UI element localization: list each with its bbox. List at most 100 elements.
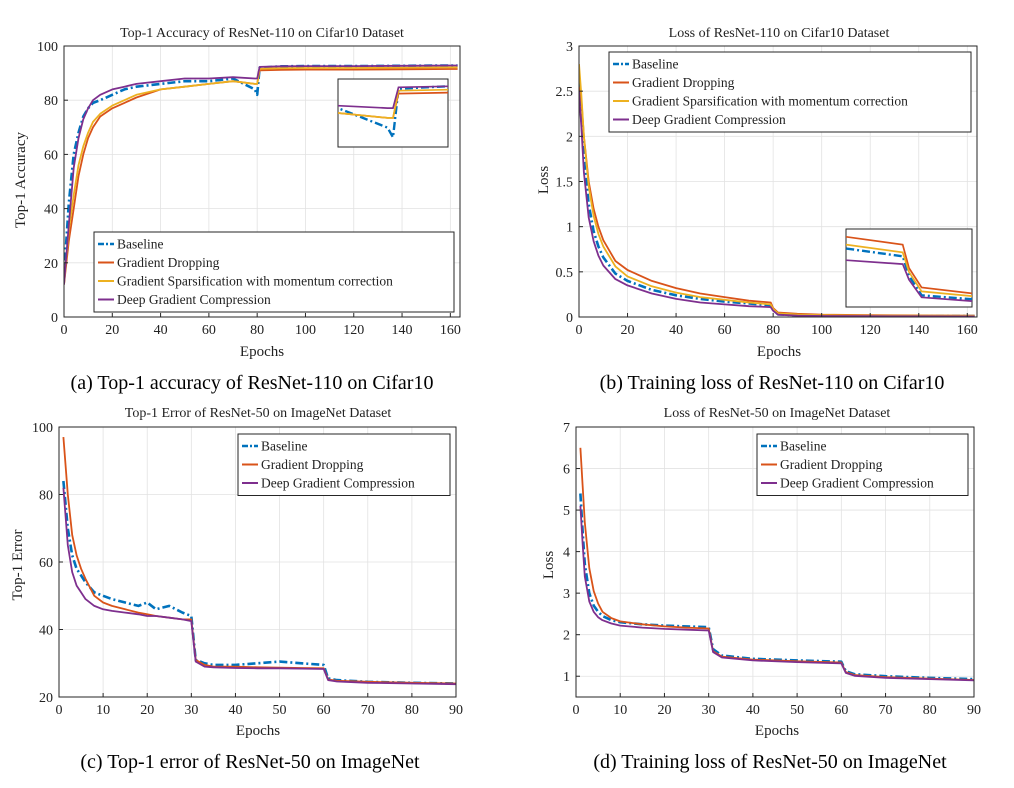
chart-a-caption: (a) Top-1 accuracy of ResNet-110 on Cifa… bbox=[71, 372, 434, 394]
x-tick-label: 10 bbox=[96, 703, 110, 718]
y-tick-label: 2.5 bbox=[556, 85, 574, 100]
chart-a: Top-1 Accuracy of ResNet-110 on Cifar10 … bbox=[13, 26, 461, 394]
x-tick-label: 40 bbox=[228, 703, 242, 718]
x-tick-label: 30 bbox=[702, 703, 716, 718]
x-tick-label: 20 bbox=[657, 703, 671, 718]
series-line-deep_gradient_compression bbox=[579, 505, 974, 682]
chart-d-title: Loss of ResNet-50 on ImageNet Dataset bbox=[664, 406, 891, 421]
x-tick-label: 0 bbox=[573, 703, 580, 718]
y-tick-label: 0 bbox=[566, 311, 573, 326]
x-tick-label: 90 bbox=[967, 703, 981, 718]
y-tick-label: 2 bbox=[563, 629, 570, 644]
series-line-gradient_sparsification bbox=[64, 66, 458, 285]
legend-label-gradient_dropping: Gradient Dropping bbox=[261, 457, 364, 472]
x-tick-label: 20 bbox=[621, 323, 635, 338]
chart-c-title: Top-1 Error of ResNet-50 on ImageNet Dat… bbox=[125, 406, 392, 421]
chart-a-ylabel: Top-1 Accuracy bbox=[13, 132, 29, 228]
x-tick-label: 70 bbox=[361, 703, 375, 718]
x-tick-label: 40 bbox=[154, 323, 168, 338]
axes-box bbox=[575, 426, 975, 698]
legend-label-gradient_dropping: Gradient Dropping bbox=[117, 255, 220, 270]
x-tick-label: 140 bbox=[392, 323, 413, 338]
legend-label-deep_gradient_compression: Deep Gradient Compression bbox=[632, 112, 786, 127]
legend-box bbox=[93, 231, 455, 313]
x-tick-label: 0 bbox=[56, 703, 63, 718]
x-tick-label: 60 bbox=[202, 323, 216, 338]
x-tick-label: 160 bbox=[957, 323, 978, 338]
y-tick-label: 4 bbox=[563, 546, 570, 561]
y-tick-label: 1.5 bbox=[556, 176, 574, 191]
y-tick-label: 80 bbox=[39, 489, 53, 504]
x-tick-label: 0 bbox=[61, 323, 68, 338]
x-tick-label: 20 bbox=[140, 703, 154, 718]
chart-c-xlabel: Epochs bbox=[236, 723, 280, 739]
series-line-baseline bbox=[579, 82, 975, 317]
series-line-baseline bbox=[62, 480, 456, 685]
y-tick-label: 0.5 bbox=[556, 266, 574, 281]
chart-b-title: Loss of ResNet-110 on Cifar10 Dataset bbox=[669, 26, 890, 41]
x-tick-label: 20 bbox=[105, 323, 119, 338]
legend-box bbox=[237, 433, 451, 496]
x-tick-label: 80 bbox=[405, 703, 419, 718]
x-tick-label: 80 bbox=[766, 323, 780, 338]
x-tick-label: 50 bbox=[790, 703, 804, 718]
y-tick-label: 60 bbox=[44, 148, 58, 163]
legend-label-baseline: Baseline bbox=[261, 439, 308, 454]
chart-d-caption: (d) Training loss of ResNet-50 on ImageN… bbox=[593, 751, 947, 773]
x-tick-label: 90 bbox=[449, 703, 463, 718]
y-tick-label: 3 bbox=[566, 40, 573, 55]
y-tick-label: 100 bbox=[37, 40, 58, 55]
x-tick-label: 100 bbox=[811, 323, 832, 338]
y-tick-label: 100 bbox=[32, 421, 53, 436]
x-tick-label: 60 bbox=[834, 703, 848, 718]
chart-a-title: Top-1 Accuracy of ResNet-110 on Cifar10 … bbox=[120, 26, 404, 41]
y-tick-label: 20 bbox=[39, 691, 53, 706]
y-tick-label: 2 bbox=[566, 130, 573, 145]
x-tick-label: 100 bbox=[295, 323, 316, 338]
chart-c-caption: (c) Top-1 error of ResNet-50 on ImageNet bbox=[80, 751, 420, 773]
y-tick-label: 3 bbox=[563, 587, 570, 602]
legend-label-gradient_dropping: Gradient Dropping bbox=[632, 75, 735, 90]
x-tick-label: 40 bbox=[669, 323, 683, 338]
x-tick-label: 80 bbox=[250, 323, 264, 338]
chart-a-xlabel: Epochs bbox=[240, 344, 284, 360]
chart-d-xlabel: Epochs bbox=[755, 723, 799, 739]
x-tick-label: 70 bbox=[879, 703, 893, 718]
x-tick-label: 50 bbox=[273, 703, 287, 718]
x-tick-label: 40 bbox=[746, 703, 760, 718]
x-tick-label: 140 bbox=[908, 323, 929, 338]
y-tick-label: 6 bbox=[563, 463, 570, 478]
y-tick-label: 1 bbox=[563, 670, 570, 685]
legend-label-baseline: Baseline bbox=[780, 439, 827, 454]
legend-label-gradient_dropping: Gradient Dropping bbox=[780, 457, 883, 472]
chart-b-ylabel: Loss bbox=[536, 166, 552, 195]
x-tick-label: 80 bbox=[923, 703, 937, 718]
y-tick-label: 60 bbox=[39, 556, 53, 571]
y-tick-label: 40 bbox=[39, 624, 53, 639]
legend-label-deep_gradient_compression: Deep Gradient Compression bbox=[780, 476, 934, 491]
x-tick-label: 120 bbox=[860, 323, 881, 338]
legend-label-deep_gradient_compression: Deep Gradient Compression bbox=[117, 292, 271, 307]
x-tick-label: 30 bbox=[184, 703, 198, 718]
legend-label-gradient_sparsification: Gradient Sparsification with momentum co… bbox=[632, 94, 908, 109]
y-tick-label: 20 bbox=[44, 257, 58, 272]
legend-box bbox=[756, 433, 969, 496]
x-tick-label: 60 bbox=[718, 323, 732, 338]
legend-label-baseline: Baseline bbox=[117, 237, 164, 252]
legend-label-deep_gradient_compression: Deep Gradient Compression bbox=[261, 476, 415, 491]
chart-d-ylabel: Loss bbox=[541, 551, 557, 580]
legend-box bbox=[608, 51, 972, 133]
series-line-deep_gradient_compression bbox=[579, 91, 975, 317]
x-tick-label: 60 bbox=[317, 703, 331, 718]
y-tick-label: 5 bbox=[563, 504, 570, 519]
series-line-deep_gradient_compression bbox=[62, 487, 456, 686]
chart-b: Loss of ResNet-110 on Cifar10 Dataset Lo… bbox=[536, 26, 978, 394]
y-tick-label: 1 bbox=[566, 221, 573, 236]
chart-c-ylabel: Top-1 Error bbox=[10, 529, 26, 600]
x-tick-label: 120 bbox=[343, 323, 364, 338]
chart-c: Top-1 Error of ResNet-50 on ImageNet Dat… bbox=[10, 406, 463, 773]
chart-d: Loss of ResNet-50 on ImageNet Dataset Lo… bbox=[541, 406, 981, 773]
chart-b-xlabel: Epochs bbox=[757, 344, 801, 360]
legend-label-baseline: Baseline bbox=[632, 57, 679, 72]
